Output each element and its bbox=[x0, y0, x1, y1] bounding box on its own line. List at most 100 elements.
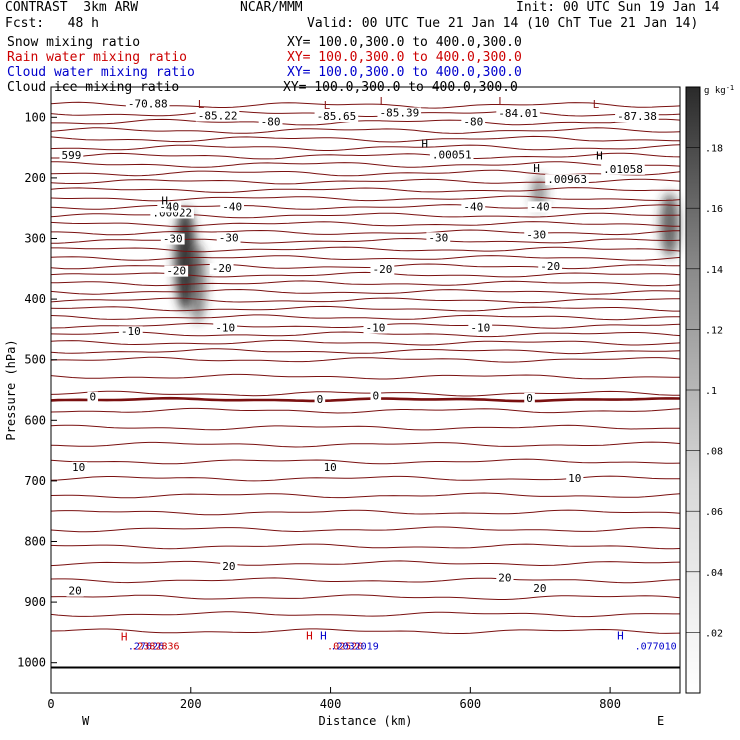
contour-label: -40 bbox=[463, 200, 483, 213]
extremum-marker: L bbox=[593, 98, 600, 111]
contour-label: -10 bbox=[121, 325, 141, 338]
contour-label: -80 bbox=[463, 116, 483, 129]
x-axis-title: Distance (km) bbox=[319, 714, 413, 728]
isotherm-line bbox=[50, 560, 681, 567]
contour-label: .00963 bbox=[547, 173, 587, 186]
colorbar-tick-label: .1 bbox=[705, 386, 717, 397]
isotherm-line bbox=[50, 509, 681, 516]
contour-label: -30 bbox=[526, 228, 546, 241]
extremum-marker: L bbox=[324, 99, 331, 112]
contour-label-bg bbox=[258, 116, 283, 128]
contour-label-bg bbox=[461, 116, 486, 128]
contour-label: -10 bbox=[215, 322, 235, 335]
x-tick-label: 0 bbox=[47, 697, 54, 711]
contour-label-bg bbox=[527, 201, 552, 213]
field-xy-cloud-water: XY= 100.0,300.0 to 400.0,300.0 bbox=[287, 65, 522, 80]
contour-label-bg bbox=[220, 201, 245, 213]
contour-label-bg bbox=[59, 149, 84, 161]
isotherm-line bbox=[50, 135, 681, 143]
contour-label: 0 bbox=[317, 393, 324, 406]
isotherm-line bbox=[51, 118, 681, 126]
snow-shading-blob bbox=[660, 193, 679, 257]
contour-label-bg bbox=[566, 472, 584, 484]
field-label-snow: Snow mixing ratio bbox=[7, 35, 141, 50]
isotherm-line bbox=[50, 110, 681, 117]
contour-label: -20 bbox=[372, 263, 392, 276]
x-tick-label: 800 bbox=[599, 697, 621, 711]
contour-label-bg bbox=[615, 111, 659, 123]
isotherm-line bbox=[50, 221, 680, 227]
extremum-marker: L bbox=[498, 95, 505, 108]
contour-label: -85.39 bbox=[379, 106, 419, 119]
x-tick-label: 600 bbox=[459, 697, 481, 711]
isotherm-line bbox=[50, 396, 681, 403]
isotherm-line bbox=[50, 526, 681, 533]
contour-label-bg bbox=[213, 322, 238, 334]
contour-label-bg bbox=[468, 322, 493, 334]
field-label-cloud-water: Cloud water mixing ratio bbox=[7, 65, 195, 80]
colorbar-unit-exponent: -1 bbox=[726, 84, 734, 92]
contour-label: -10 bbox=[366, 322, 386, 335]
isotherm-line bbox=[50, 263, 681, 270]
contour-label-bg bbox=[157, 201, 182, 213]
contour-label-bg bbox=[314, 111, 359, 123]
colorbar-tick-label: .18 bbox=[705, 144, 723, 155]
contour-label-bg bbox=[164, 265, 189, 277]
colorbar-tick-label: .16 bbox=[705, 204, 723, 215]
isotherm-line bbox=[50, 195, 681, 202]
contour-label: 0 bbox=[526, 392, 533, 405]
surface-value-label: .02520 bbox=[327, 641, 363, 652]
field-label-rain: Rain water mixing ratio bbox=[7, 50, 188, 65]
field-xy-rain: XY= 100.0,300.0 to 400.0,300.0 bbox=[287, 50, 522, 65]
isotherm-line bbox=[50, 305, 680, 312]
contour-label: -70.88 bbox=[128, 97, 168, 110]
west-end-label: W bbox=[82, 714, 90, 728]
contour-label: -85.65 bbox=[317, 110, 357, 123]
y-tick-label: 200 bbox=[24, 171, 46, 185]
contour-label: -20 bbox=[540, 260, 560, 273]
isotherm-line bbox=[50, 628, 681, 634]
contour-label-bg bbox=[195, 110, 240, 122]
extremum-marker: L bbox=[379, 95, 386, 108]
contour-label: 20 bbox=[498, 571, 511, 584]
isotherm-line bbox=[51, 246, 681, 253]
contour-label: 10 bbox=[324, 461, 337, 474]
contour-label: 599 bbox=[61, 149, 81, 162]
colorbar-tick-label: .08 bbox=[705, 447, 723, 458]
contour-label: -10 bbox=[470, 322, 490, 335]
contour-label: -40 bbox=[159, 200, 179, 213]
isotherm-line bbox=[51, 280, 681, 287]
isotherm-line bbox=[50, 458, 681, 465]
isotherm-line bbox=[51, 152, 681, 160]
contour-label-bg bbox=[125, 98, 170, 110]
contour-label-bg bbox=[601, 163, 645, 175]
contour-label-bg bbox=[363, 322, 388, 334]
contour-label-bg bbox=[216, 232, 241, 244]
contour-label-bg bbox=[524, 229, 549, 241]
contour-label: -20 bbox=[166, 265, 186, 278]
contour-label-bg bbox=[321, 461, 339, 473]
surface-value-label: .077010 bbox=[635, 641, 677, 652]
y-tick-label: 600 bbox=[24, 413, 46, 427]
isotherm-line bbox=[50, 187, 681, 193]
extremum-marker: H bbox=[617, 630, 624, 643]
field-xy-snow: XY= 100.0,300.0 to 400.0,300.0 bbox=[287, 35, 522, 50]
colorbar-tick-label: .14 bbox=[705, 265, 723, 276]
contour-label-bg bbox=[118, 326, 143, 338]
isotherm-line bbox=[50, 127, 681, 134]
isotherm-line bbox=[50, 594, 681, 600]
isotherm-line bbox=[51, 161, 681, 168]
extremum-marker: H bbox=[533, 162, 540, 175]
contour-label: 20 bbox=[222, 560, 235, 573]
isotherm-line bbox=[50, 611, 680, 618]
isotherm-line bbox=[50, 288, 681, 295]
contour-label-bg bbox=[377, 107, 422, 119]
contour-label: -85.22 bbox=[198, 110, 238, 123]
extremum-marker: H bbox=[306, 630, 313, 643]
contour-label-bg bbox=[538, 260, 563, 272]
isotherm-line bbox=[50, 407, 681, 414]
contour-label-bg bbox=[531, 583, 549, 595]
isotherm-line bbox=[50, 577, 681, 584]
organization-label: NCAR/MMM bbox=[240, 0, 303, 15]
